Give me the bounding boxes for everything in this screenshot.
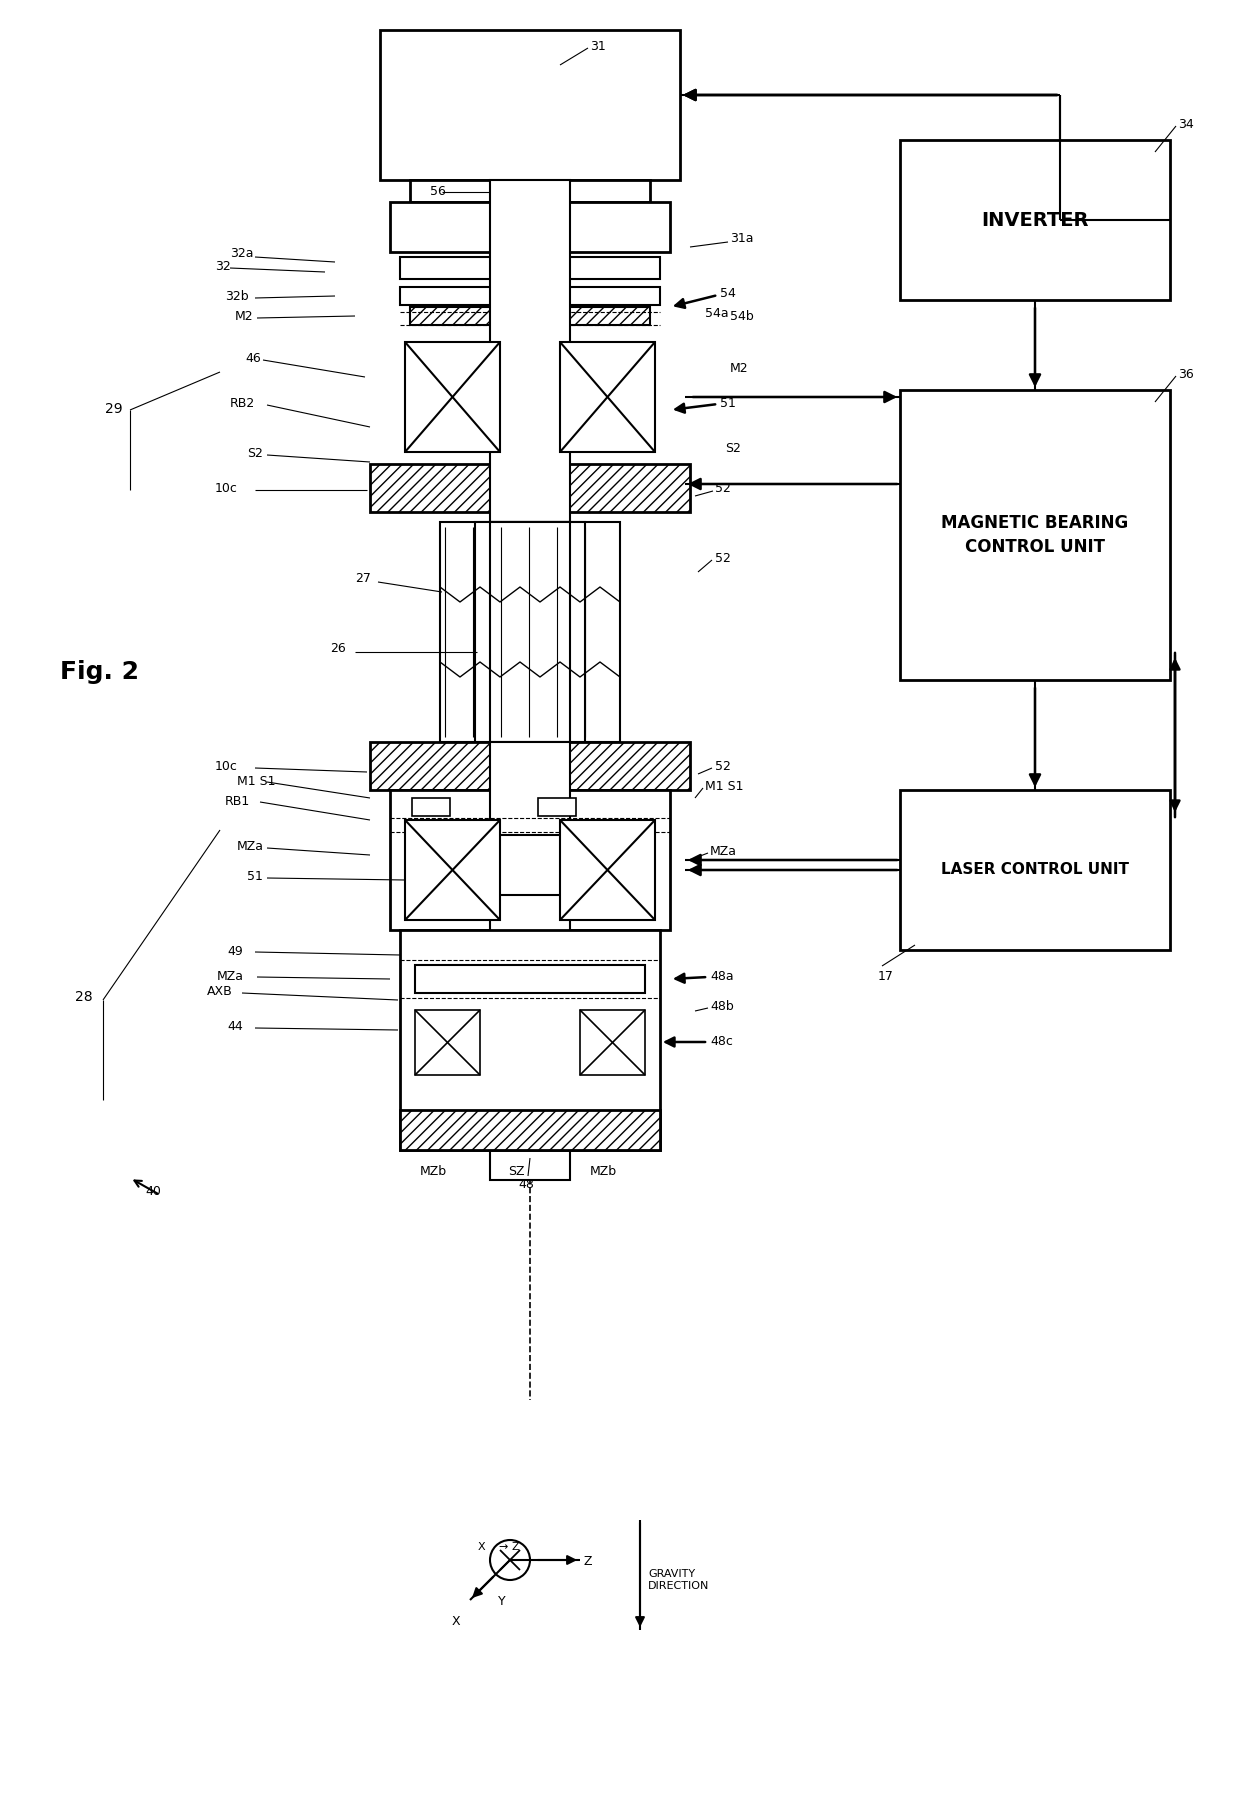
- Bar: [370, 464, 689, 513]
- Bar: [401, 286, 660, 304]
- Text: 48c: 48c: [711, 1035, 733, 1047]
- Text: LASER CONTROL UNIT: LASER CONTROL UNIT: [941, 863, 1128, 877]
- Text: 48a: 48a: [711, 969, 734, 982]
- Bar: [379, 31, 680, 179]
- Text: Z: Z: [512, 1542, 520, 1553]
- Bar: [560, 342, 655, 451]
- Bar: [405, 821, 500, 920]
- Bar: [580, 1009, 645, 1075]
- Text: 32a: 32a: [229, 246, 253, 259]
- Text: 52: 52: [715, 759, 730, 774]
- Text: 32: 32: [215, 259, 231, 274]
- Text: MZb: MZb: [420, 1165, 448, 1178]
- Bar: [401, 930, 660, 1151]
- Text: Fig. 2: Fig. 2: [60, 660, 139, 683]
- Text: 40: 40: [145, 1185, 161, 1198]
- Text: 26: 26: [330, 641, 346, 654]
- Text: X: X: [477, 1542, 486, 1553]
- Text: M2: M2: [236, 310, 254, 323]
- Text: 46: 46: [246, 352, 260, 364]
- Text: 48: 48: [518, 1178, 534, 1190]
- Bar: [517, 419, 556, 437]
- Bar: [505, 419, 543, 437]
- Text: 54b: 54b: [730, 310, 754, 323]
- Text: M1 S1: M1 S1: [706, 779, 744, 794]
- Bar: [405, 342, 500, 451]
- Text: 48b: 48b: [711, 1000, 734, 1013]
- Bar: [490, 741, 570, 1180]
- Text: CONTROL UNIT: CONTROL UNIT: [965, 538, 1105, 556]
- Text: 44: 44: [227, 1020, 243, 1033]
- Text: 51: 51: [247, 870, 263, 882]
- Text: MZb: MZb: [590, 1165, 618, 1178]
- Text: 32b: 32b: [224, 290, 249, 303]
- Text: SZ: SZ: [508, 1165, 525, 1178]
- Bar: [900, 790, 1171, 949]
- Text: 31a: 31a: [730, 232, 754, 245]
- Bar: [900, 140, 1171, 301]
- Text: 52: 52: [715, 482, 730, 495]
- Text: 34: 34: [1178, 118, 1194, 130]
- Bar: [560, 821, 655, 920]
- Text: 54: 54: [720, 286, 735, 301]
- Text: 49: 49: [227, 946, 243, 959]
- Text: 51: 51: [720, 397, 735, 410]
- Text: 27: 27: [355, 573, 371, 585]
- Bar: [370, 741, 689, 790]
- Bar: [490, 522, 570, 741]
- Text: INVERTER: INVERTER: [981, 210, 1089, 230]
- Text: 31: 31: [590, 40, 606, 53]
- Bar: [498, 368, 563, 422]
- Text: 28: 28: [74, 989, 93, 1004]
- Text: 56: 56: [430, 185, 446, 198]
- Text: 10c: 10c: [215, 759, 238, 774]
- Text: MZa: MZa: [237, 841, 264, 853]
- Bar: [401, 1111, 660, 1151]
- Text: AXB: AXB: [207, 986, 233, 998]
- Text: GRAVITY
DIRECTION: GRAVITY DIRECTION: [649, 1569, 709, 1591]
- Text: 54a: 54a: [706, 306, 729, 321]
- Text: MAGNETIC BEARING: MAGNETIC BEARING: [941, 515, 1128, 533]
- Text: M2: M2: [730, 362, 749, 375]
- Bar: [391, 201, 670, 252]
- Text: M1 S1: M1 S1: [237, 776, 275, 788]
- Bar: [401, 257, 660, 279]
- Text: S2: S2: [725, 442, 740, 455]
- Bar: [900, 390, 1171, 680]
- Bar: [415, 1009, 480, 1075]
- Text: 17: 17: [878, 969, 894, 982]
- Bar: [415, 966, 645, 993]
- Text: 52: 52: [715, 553, 730, 565]
- Text: Z: Z: [584, 1555, 593, 1567]
- Text: 29: 29: [105, 402, 123, 417]
- Text: MZa: MZa: [711, 844, 737, 859]
- Bar: [475, 522, 585, 741]
- Text: X: X: [453, 1614, 460, 1627]
- Text: RB2: RB2: [229, 397, 255, 410]
- Text: →: →: [498, 1542, 507, 1553]
- Text: Y: Y: [498, 1595, 506, 1607]
- Text: 10c: 10c: [215, 482, 238, 495]
- Text: 36: 36: [1178, 368, 1194, 381]
- Text: MZa: MZa: [217, 969, 244, 982]
- Text: RB1: RB1: [224, 795, 250, 808]
- Bar: [498, 835, 563, 895]
- Text: S2: S2: [247, 448, 263, 460]
- Bar: [538, 797, 577, 815]
- Bar: [410, 179, 650, 201]
- Bar: [410, 306, 650, 324]
- Bar: [412, 797, 450, 815]
- Bar: [490, 179, 570, 522]
- Bar: [440, 522, 620, 741]
- Bar: [391, 790, 670, 930]
